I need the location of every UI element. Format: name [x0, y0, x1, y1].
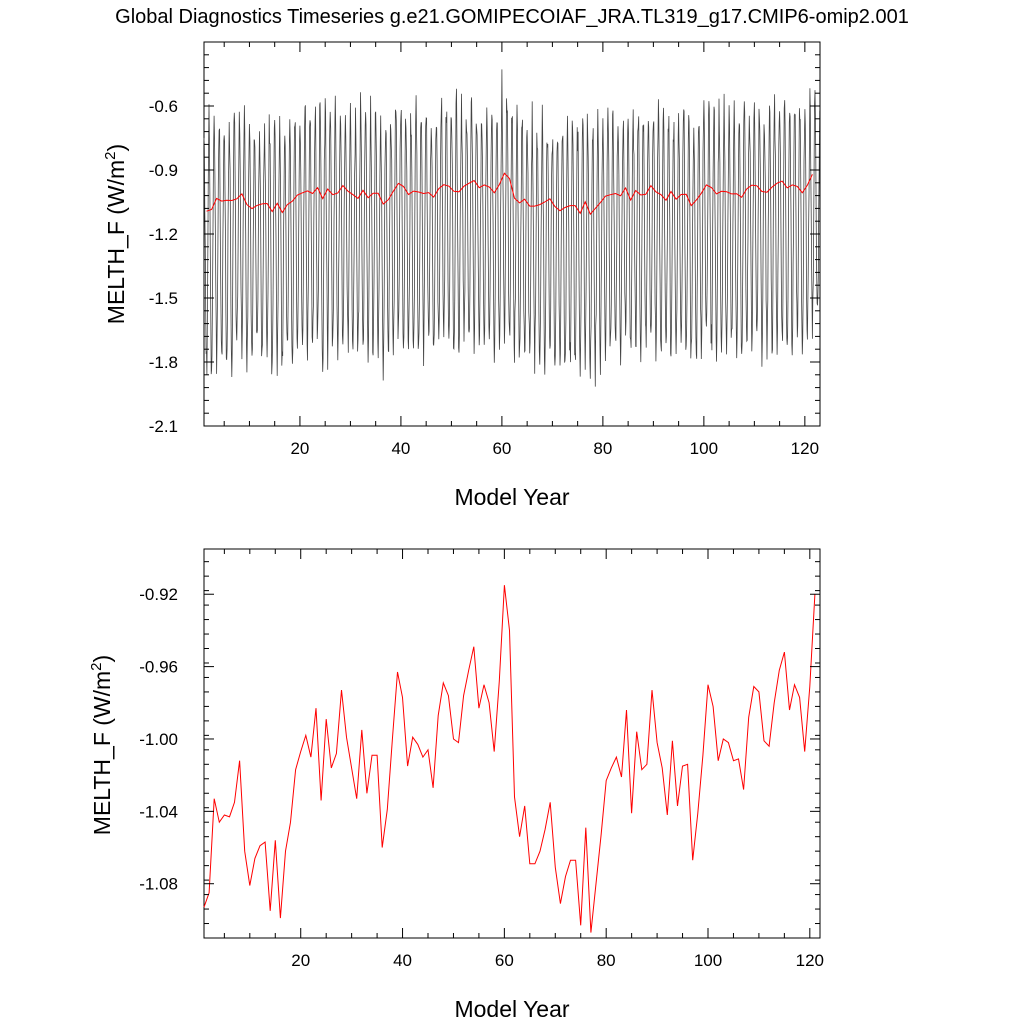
- bottom-chart-y-tick-label: -0.92: [139, 585, 178, 604]
- top-chart: 20 40 60 80 100 120 -2.1 -1.8 -1.5 -1.2 -0.9 -0.6 M…: [102, 41, 821, 510]
- page-title: Global Diagnostics Timeseries g.e21.GOMI…: [115, 6, 909, 28]
- top-chart-monthly-series: [203, 69, 820, 387]
- bottom-chart-x-axis-title: Model Year: [454, 996, 569, 1022]
- top-chart-x-tick-label: 60: [492, 439, 511, 458]
- bottom-chart-x-tick-label: 80: [597, 951, 616, 970]
- top-chart-y-tick-label: -1.5: [149, 289, 178, 308]
- top-chart-tick-labels: 20 40 60 80 100 120 -2.1 -1.8 -1.5 -1.2 -0.9 -0.6: [149, 97, 819, 458]
- bottom-chart-y-tick-label: -0.96: [139, 658, 178, 677]
- top-chart-y-tick-label: -2.1: [149, 417, 178, 436]
- top-chart-x-tick-label: 120: [791, 439, 819, 458]
- top-chart-x-tick-label: 40: [391, 439, 410, 458]
- bottom-chart-ticks: [204, 549, 820, 938]
- top-chart-ticks: [204, 42, 820, 427]
- top-chart-monthly-series-line: [203, 69, 820, 387]
- bottom-chart-x-tick-label: 120: [796, 951, 824, 970]
- bottom-chart-y-axis-title-superscript: 2: [88, 662, 105, 670]
- bottom-chart-x-tick-label: 20: [291, 951, 310, 970]
- bottom-chart-tick-labels: 20 40 60 80 100 120 -1.08 -1.04 -1.00 -0.96 -0.92: [139, 585, 824, 970]
- top-chart-y-axis-title-close: ): [103, 144, 129, 152]
- top-chart-x-axis-title: Model Year: [454, 484, 569, 510]
- bottom-chart-y-tick-label: -1.00: [139, 730, 178, 749]
- top-chart-y-axis-title: MELTH_F (W/m2): [102, 144, 129, 324]
- bottom-chart-annual-series-line: [203, 585, 816, 933]
- top-chart-y-tick-label: -0.6: [149, 97, 178, 116]
- bottom-chart-y-axis-title-close: ): [89, 655, 115, 663]
- bottom-chart: 20 40 60 80 100 120-1.08-1.04-1.00-0.96-0.92 …: [88, 548, 824, 1022]
- top-chart-y-tick-label: -0.9: [149, 161, 178, 180]
- bottom-chart-y-axis-title: MELTH_F (W/m2): [88, 655, 115, 835]
- bottom-chart-y-tick-label: -1.08: [139, 875, 178, 894]
- top-chart-y-tick-label: -1.8: [149, 353, 178, 372]
- bottom-chart-x-tick-label: 100: [694, 951, 722, 970]
- bottom-chart-x-tick-label: 60: [495, 951, 514, 970]
- top-chart-y-axis-title-main: MELTH_F (W/m: [103, 160, 129, 324]
- top-chart-y-tick-label: -1.2: [149, 225, 178, 244]
- bottom-chart-y-tick-label: -1.04: [139, 802, 178, 821]
- top-chart-x-tick-label: 80: [593, 439, 612, 458]
- top-chart-annual-series-line: [206, 172, 813, 216]
- bottom-chart-x-tick-label: 40: [393, 951, 412, 970]
- top-chart-y-axis-title-superscript: 2: [102, 151, 119, 159]
- top-chart-x-tick-label: 100: [690, 439, 718, 458]
- bottom-chart-y-axis-title-main: MELTH_F (W/m: [89, 671, 115, 835]
- bottom-chart-frame: [203, 548, 821, 939]
- top-chart-x-tick-label: 20: [290, 439, 309, 458]
